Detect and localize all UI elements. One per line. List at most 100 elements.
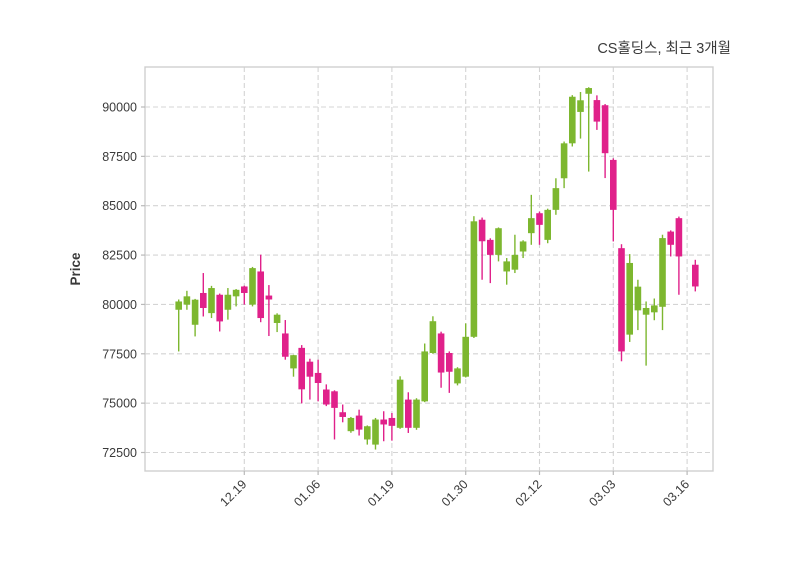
candle-body [626, 262, 633, 335]
x-tick-label: 03.16 [660, 477, 692, 509]
candle-up [577, 91, 584, 139]
candle-up [183, 290, 191, 310]
candle-up [208, 285, 215, 319]
candle-up [396, 376, 404, 429]
candle-body [503, 261, 510, 272]
candle-down [388, 413, 396, 441]
y-tick-label: 75000 [102, 397, 137, 411]
candle-wick [333, 390, 336, 440]
candle-body [495, 228, 502, 255]
candle-wick [309, 358, 311, 400]
y-tick-label: 90000 [102, 100, 137, 114]
candle-body [429, 321, 437, 353]
candle-body [692, 264, 699, 287]
candle-up [495, 227, 502, 262]
candle-down [323, 384, 330, 407]
candle-body [519, 241, 527, 252]
candle-body [437, 333, 445, 373]
candle-body [355, 415, 363, 430]
candle-up [659, 234, 666, 331]
x-tick-label: 01.30 [439, 477, 471, 509]
candle-body [659, 238, 666, 307]
y-tick-label: 77500 [102, 347, 137, 361]
candle-up [552, 178, 560, 215]
candle-body [339, 412, 346, 417]
candle-body [454, 368, 461, 384]
candle-wick [235, 289, 237, 307]
candle-down [380, 411, 387, 442]
candle-body [290, 355, 297, 369]
candle-body [569, 96, 576, 144]
candle-wick [645, 301, 647, 366]
x-tick-label: 01.06 [291, 477, 323, 509]
candle-body [224, 294, 232, 310]
candle-down [339, 404, 346, 423]
x-tick-label: 12.19 [217, 477, 249, 509]
candle-body [618, 248, 625, 352]
candle-body [470, 221, 478, 337]
candle-body [413, 399, 420, 428]
candle-up [232, 289, 240, 307]
candle-body [446, 352, 453, 372]
candle-up [626, 254, 633, 342]
candle-body [610, 159, 617, 210]
candle-up [429, 316, 437, 354]
candle-body [642, 307, 650, 315]
candle-down [282, 320, 289, 360]
candle-down [675, 216, 683, 295]
candle-down [536, 211, 543, 245]
candle-wick [448, 351, 450, 393]
candle-body [560, 143, 568, 179]
x-tick-label: 01.19 [365, 477, 397, 509]
candle-up [503, 258, 510, 285]
candle-body [462, 336, 469, 377]
candle-wick [268, 285, 270, 337]
candle-up [454, 367, 461, 386]
candle-up [634, 279, 642, 331]
candle-body [601, 105, 609, 154]
candle-up [642, 301, 650, 366]
candle-up [462, 323, 469, 378]
candle-body [323, 389, 330, 405]
candle-wick [579, 91, 582, 139]
candle-up [364, 425, 371, 445]
candle-up [544, 208, 551, 244]
candle-up [651, 298, 658, 321]
candle-body [544, 209, 551, 240]
candle-body [552, 188, 560, 210]
candle-body [487, 239, 494, 255]
plot-border [144, 66, 714, 472]
candle-body [593, 100, 601, 122]
candle-body [675, 218, 683, 257]
candle-down [487, 238, 494, 284]
candle-down [405, 392, 412, 433]
candle-body [216, 294, 223, 322]
candle-down [216, 293, 223, 332]
candle-body [528, 218, 535, 234]
candle-up [569, 95, 576, 147]
candle-down [298, 345, 305, 404]
candle-down [265, 285, 273, 337]
candle-wick [514, 234, 516, 274]
y-tick-label: 85000 [102, 199, 137, 213]
candle-up [347, 416, 355, 433]
candle-body [511, 254, 519, 270]
candle-down [601, 104, 609, 179]
candle-body [232, 289, 240, 297]
candle-down [610, 158, 617, 242]
candle-up [290, 354, 297, 377]
candle-up [585, 87, 592, 172]
candle-down [257, 254, 264, 323]
candle-up [560, 141, 568, 189]
candle-body [298, 347, 305, 390]
candle-body [396, 379, 404, 428]
chart-title: CS홀딩스, 최근 3개월 [597, 40, 731, 57]
candle-body [314, 372, 322, 384]
candle-up [421, 343, 428, 403]
candle-body [200, 292, 207, 308]
candle-body [191, 299, 199, 325]
candle-wick [391, 413, 393, 441]
candle-up [249, 266, 256, 307]
candle-up [224, 288, 232, 320]
